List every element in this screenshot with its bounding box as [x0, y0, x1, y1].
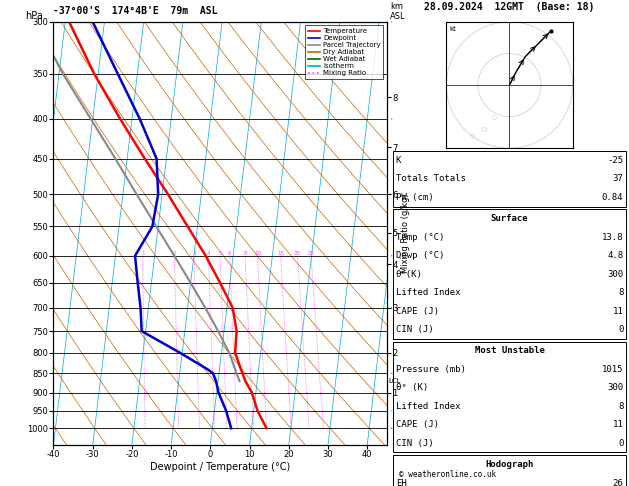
Text: Totals Totals: Totals Totals — [396, 174, 465, 183]
Text: Most Unstable: Most Unstable — [474, 347, 545, 355]
Text: 11: 11 — [613, 420, 623, 429]
Text: Dewp (°C): Dewp (°C) — [396, 251, 444, 260]
Text: -25: -25 — [607, 156, 623, 165]
Text: 4.8: 4.8 — [607, 251, 623, 260]
Legend: Temperature, Dewpoint, Parcel Trajectory, Dry Adiabat, Wet Adiabat, Isotherm, Mi: Temperature, Dewpoint, Parcel Trajectory… — [305, 25, 383, 79]
Text: Lifted Index: Lifted Index — [396, 288, 460, 297]
Text: 300: 300 — [607, 270, 623, 278]
Text: 1: 1 — [141, 251, 145, 256]
Text: LCL: LCL — [388, 378, 401, 384]
Text: 0: 0 — [618, 325, 623, 334]
Text: Surface: Surface — [491, 214, 528, 223]
Text: 4: 4 — [207, 251, 210, 256]
Text: 300: 300 — [607, 383, 623, 392]
Text: CAPE (J): CAPE (J) — [396, 420, 438, 429]
Text: Pressure (mb): Pressure (mb) — [396, 365, 465, 374]
Text: Hodograph: Hodograph — [486, 460, 533, 469]
Text: CIN (J): CIN (J) — [396, 325, 433, 334]
Text: 8: 8 — [618, 288, 623, 297]
Y-axis label: Mixing Ratio (g/kg): Mixing Ratio (g/kg) — [401, 193, 409, 273]
Text: 26: 26 — [613, 479, 623, 486]
Text: 3: 3 — [192, 251, 196, 256]
Text: kt: kt — [450, 26, 457, 33]
Text: 8: 8 — [618, 402, 623, 411]
Text: CAPE (J): CAPE (J) — [396, 307, 438, 315]
Text: 0: 0 — [618, 439, 623, 448]
Text: CIN (J): CIN (J) — [396, 439, 433, 448]
Text: 5: 5 — [218, 251, 222, 256]
Text: θᵉ (K): θᵉ (K) — [396, 383, 428, 392]
Text: 25: 25 — [308, 251, 314, 256]
Text: 13.8: 13.8 — [602, 233, 623, 242]
Text: 1015: 1015 — [602, 365, 623, 374]
Text: 10: 10 — [254, 251, 261, 256]
Text: 2: 2 — [173, 251, 176, 256]
Text: θᵉ(K): θᵉ(K) — [396, 270, 423, 278]
X-axis label: Dewpoint / Temperature (°C): Dewpoint / Temperature (°C) — [150, 462, 290, 472]
Text: 15: 15 — [277, 251, 284, 256]
Text: Lifted Index: Lifted Index — [396, 402, 460, 411]
Text: hPa: hPa — [25, 11, 43, 21]
Text: 37: 37 — [613, 174, 623, 183]
Text: 0.84: 0.84 — [602, 193, 623, 202]
Text: -37°00'S  174°4B'E  79m  ASL: -37°00'S 174°4B'E 79m ASL — [53, 6, 218, 16]
Text: PW (cm): PW (cm) — [396, 193, 433, 202]
Text: Temp (°C): Temp (°C) — [396, 233, 444, 242]
Text: 8: 8 — [243, 251, 247, 256]
Text: 11: 11 — [613, 307, 623, 315]
Text: EH: EH — [396, 479, 406, 486]
Text: K: K — [396, 156, 401, 165]
Text: 20: 20 — [294, 251, 301, 256]
Text: 28.09.2024  12GMT  (Base: 18): 28.09.2024 12GMT (Base: 18) — [425, 2, 594, 12]
Text: © weatheronline.co.uk: © weatheronline.co.uk — [399, 469, 496, 479]
Text: km
ASL: km ASL — [390, 1, 406, 21]
Text: 6: 6 — [228, 251, 231, 256]
